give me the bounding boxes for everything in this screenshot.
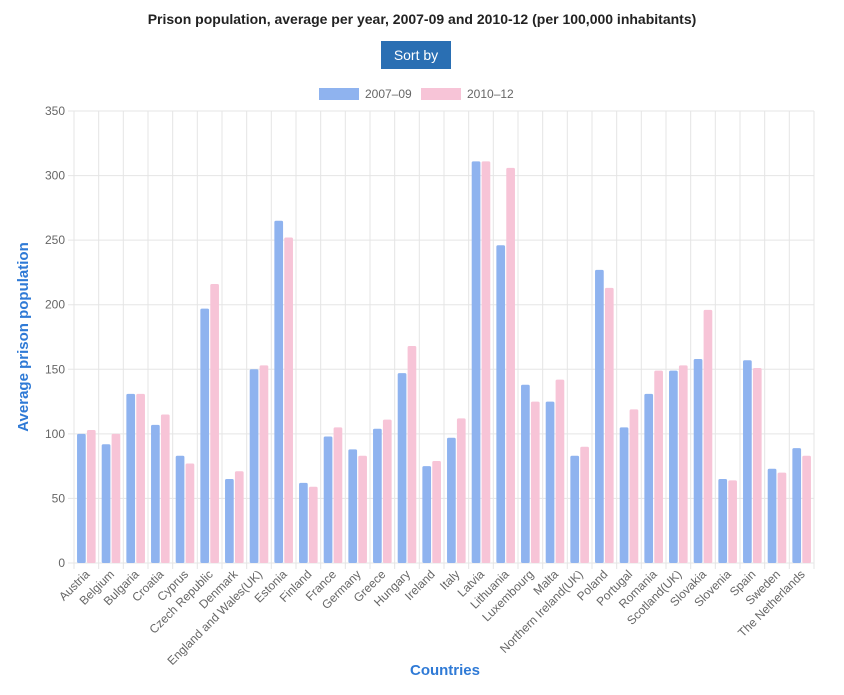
bar-2010-12[interactable] (752, 367, 762, 563)
bar-2010-12[interactable] (456, 418, 466, 563)
bar-2007-09[interactable] (743, 360, 752, 563)
legend-swatch (421, 88, 461, 100)
bar-2010-12[interactable] (308, 486, 318, 563)
grid-lines (68, 110, 815, 569)
y-tick-label: 350 (45, 104, 65, 118)
bar-2007-09[interactable] (200, 308, 210, 563)
y-tick-label: 200 (45, 298, 65, 312)
bar-2010-12[interactable] (407, 346, 417, 563)
bar-2010-12[interactable] (210, 284, 219, 563)
bar-2007-09[interactable] (471, 161, 481, 563)
bar-2010-12[interactable] (284, 237, 293, 563)
x-axis-ticks: AustriaBelgiumBulgariaCroatiaCyprusCzech… (56, 567, 808, 668)
bar-2007-09[interactable] (545, 401, 555, 563)
chart-title: Prison population, average per year, 200… (147, 11, 697, 27)
bar-2010-12[interactable] (506, 167, 515, 563)
bar-2007-09[interactable] (397, 373, 407, 563)
bar-2010-12[interactable] (654, 370, 663, 563)
bar-2010-12[interactable] (432, 460, 441, 563)
bar-2010-12[interactable] (777, 472, 787, 563)
bar-2010-12[interactable] (136, 393, 145, 563)
bar-2007-09[interactable] (669, 370, 678, 563)
bar-2007-09[interactable] (175, 455, 185, 563)
bar-2007-09[interactable] (225, 479, 234, 563)
bar-2007-09[interactable] (693, 358, 703, 563)
bar-2010-12[interactable] (678, 365, 688, 563)
legend-label: 2007–09 (365, 87, 412, 101)
bar-2007-09[interactable] (521, 384, 530, 563)
bar-2007-09[interactable] (422, 466, 432, 563)
bar-2010-12[interactable] (703, 309, 713, 563)
bar-2010-12[interactable] (530, 401, 540, 563)
bar-2007-09[interactable] (570, 455, 580, 563)
bar-2010-12[interactable] (259, 365, 269, 563)
bar-2010-12[interactable] (629, 409, 639, 563)
bar-2010-12[interactable] (802, 455, 811, 563)
bar-2007-09[interactable] (496, 245, 506, 563)
bar-2010-12[interactable] (555, 379, 565, 563)
bar-2007-09[interactable] (299, 482, 308, 563)
bar-2007-09[interactable] (619, 427, 629, 563)
bars (77, 161, 811, 563)
bar-2010-12[interactable] (604, 287, 614, 563)
sort-by-button[interactable]: Sort by (381, 41, 451, 69)
bar-2010-12[interactable] (580, 446, 589, 563)
legend[interactable]: 2007–09 2010–12 (319, 87, 514, 101)
bar-2007-09[interactable] (101, 444, 111, 563)
x-axis-title: Countries (410, 662, 480, 679)
bar-2007-09[interactable] (323, 436, 333, 563)
bar-2007-09[interactable] (348, 449, 358, 563)
bar-2007-09[interactable] (274, 220, 284, 563)
y-tick-label: 250 (45, 233, 65, 247)
bar-2010-12[interactable] (185, 463, 195, 563)
bar-2007-09[interactable] (447, 437, 456, 563)
legend-label: 2010–12 (467, 87, 514, 101)
y-tick-label: 50 (52, 491, 66, 505)
y-tick-label: 300 (45, 169, 65, 183)
y-tick-label: 0 (58, 556, 65, 570)
bar-2007-09[interactable] (792, 448, 802, 563)
y-tick-label: 150 (45, 362, 65, 376)
bar-2010-12[interactable] (358, 455, 367, 563)
bar-2007-09[interactable] (644, 393, 654, 563)
bar-2007-09[interactable] (151, 424, 160, 563)
bar-2010-12[interactable] (481, 161, 491, 563)
bar-2010-12[interactable] (111, 433, 121, 563)
bar-2007-09[interactable] (767, 468, 777, 563)
y-axis-title: Average prison population (15, 242, 32, 431)
bar-2007-09[interactable] (126, 393, 136, 563)
y-tick-label: 100 (45, 427, 65, 441)
bar-2007-09[interactable] (595, 269, 604, 563)
bar-2010-12[interactable] (160, 414, 170, 563)
bar-2010-12[interactable] (333, 427, 343, 563)
bar-2010-12[interactable] (728, 480, 737, 563)
bar-2010-12[interactable] (382, 419, 392, 563)
bar-2010-12[interactable] (86, 429, 96, 563)
bar-2007-09[interactable] (249, 369, 259, 563)
y-axis-ticks: 0 50 100 150 200 250 300 350 (45, 104, 65, 570)
legend-swatch (319, 88, 359, 100)
bar-2007-09[interactable] (718, 479, 728, 563)
bar-2010-12[interactable] (234, 471, 244, 563)
bar-2007-09[interactable] (373, 428, 382, 563)
bar-2007-09[interactable] (77, 433, 86, 563)
